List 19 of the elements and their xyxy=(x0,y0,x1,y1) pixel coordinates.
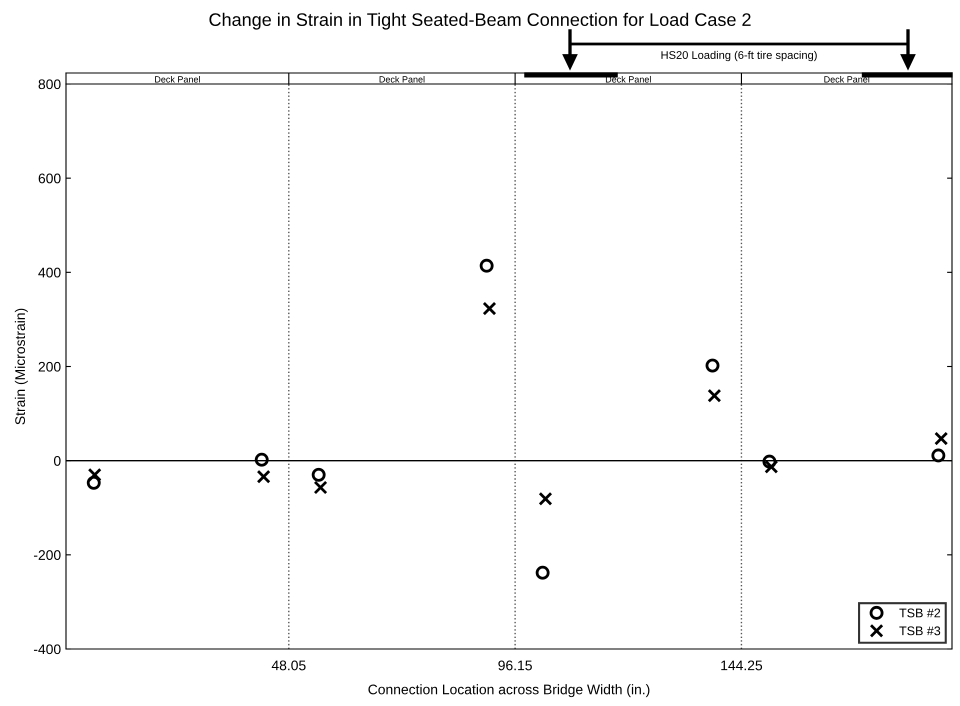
x-tick-label: 144.25 xyxy=(721,660,762,670)
text: Deck Panel xyxy=(824,76,870,83)
text: HS20 Loading (6-ft tire spacing) xyxy=(661,50,817,62)
y-tick-label: 800 xyxy=(38,79,61,90)
y-axis-title: Strain (Microstrain) xyxy=(14,308,28,425)
x-axis-title: Connection Location across Bridge Width (in.) xyxy=(368,684,650,698)
text: Deck Panel xyxy=(155,76,200,83)
legend-label: TSB #2 xyxy=(899,608,940,618)
y-tick-label: 600 xyxy=(38,174,61,184)
x-tick-label: 96.15 xyxy=(498,660,532,670)
y-tick-label: 400 xyxy=(38,268,61,278)
y-tick-label: -200 xyxy=(34,550,61,560)
y-tick-label: 200 xyxy=(38,362,61,372)
text: Deck Panel xyxy=(380,76,424,83)
y-tick-label: 0 xyxy=(54,456,61,466)
y-tick-label: -400 xyxy=(34,644,61,654)
legend-label: TSB #3 xyxy=(899,626,940,636)
chart-title: Change in Strain in Tight Seated-Beam Connection for Load Case 2 xyxy=(209,12,751,30)
x-tick-label: 48.05 xyxy=(272,660,306,670)
